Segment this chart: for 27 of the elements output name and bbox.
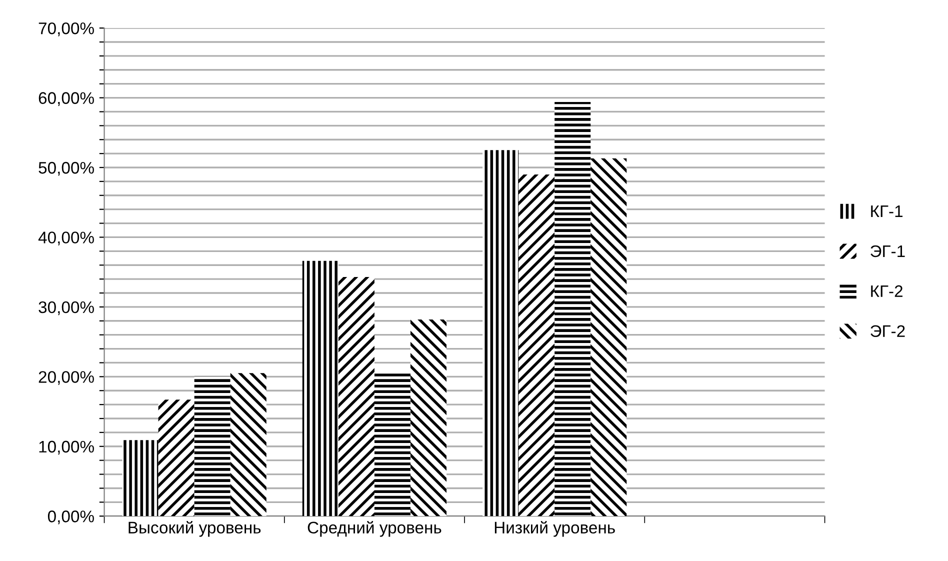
bar bbox=[230, 373, 266, 516]
bar bbox=[338, 276, 374, 516]
y-tick-label: 70,00% bbox=[38, 22, 94, 36]
bar bbox=[554, 102, 591, 516]
bar bbox=[122, 440, 158, 516]
y-tick-label: 20,00% bbox=[38, 371, 94, 385]
bar bbox=[194, 376, 230, 516]
bar bbox=[158, 400, 194, 516]
y-tick-label: 30,00% bbox=[38, 301, 94, 316]
y-tick-label: 60,00% bbox=[38, 92, 94, 106]
x-tick-label: Низкий уровень bbox=[494, 520, 615, 537]
legend-label: КГ-1 bbox=[871, 206, 902, 217]
bar bbox=[590, 158, 627, 516]
bar bbox=[302, 260, 338, 516]
y-tick-label: 0,00% bbox=[48, 510, 94, 524]
x-tick-label: Средний уровень bbox=[308, 520, 442, 537]
legend-label: ЭГ-1 bbox=[870, 245, 905, 258]
bar bbox=[374, 373, 410, 516]
x-tick-label: Высокий уровень bbox=[128, 520, 261, 537]
y-tick-label: 50,00% bbox=[38, 162, 94, 176]
y-tick-label: 10,00% bbox=[39, 440, 94, 455]
bar bbox=[518, 174, 555, 516]
legend-label: ЭГ-2 bbox=[870, 325, 905, 338]
bar bbox=[410, 320, 447, 516]
legend-label: КГ-2 bbox=[871, 285, 902, 297]
y-tick-label: 40,00% bbox=[38, 232, 94, 246]
bar bbox=[482, 150, 519, 516]
